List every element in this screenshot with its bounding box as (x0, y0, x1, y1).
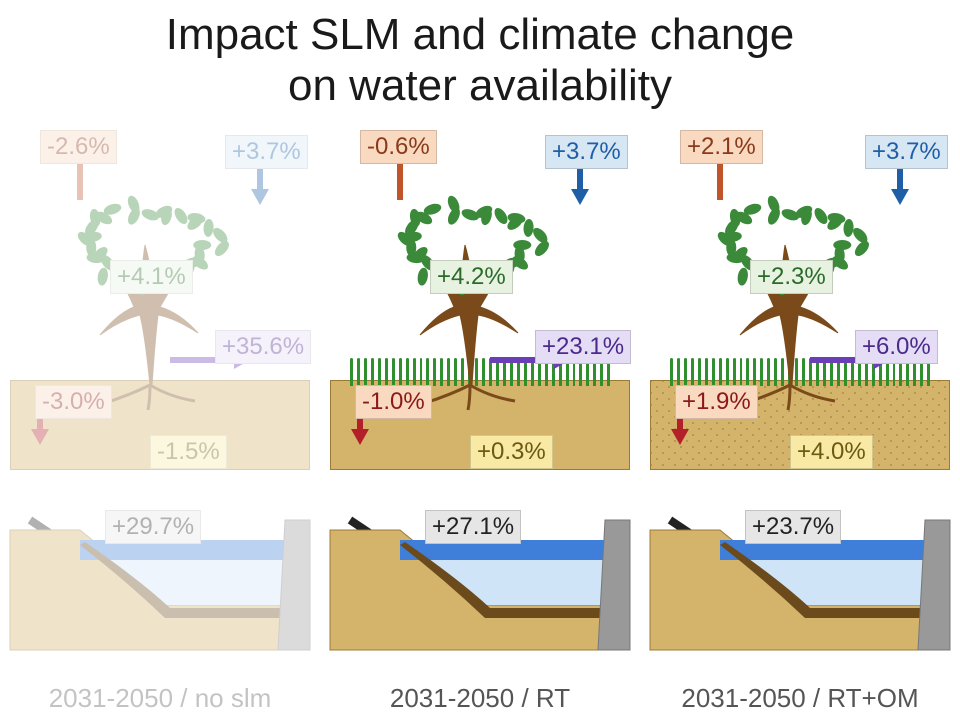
badge-soil-water: +0.3% (470, 435, 553, 469)
badge-precipitation: +3.7% (545, 135, 628, 169)
page-title: Impact SLM and climate change on water a… (0, 0, 960, 111)
panel-row: -2.6% +3.7% +4.1% +35.6% -3.0% -1.5% +29.7% 203… (0, 130, 960, 720)
badge-precipitation: +3.7% (225, 135, 308, 169)
badge-evaporation: -0.6% (360, 130, 437, 164)
badge-evaporation: +2.1% (680, 130, 763, 164)
panel-rt: -0.6% +3.7% +4.2% +23.1% -1.0% +0.3% +27.1% 203… (320, 130, 640, 720)
badge-reservoir-inflow: +23.7% (745, 510, 841, 544)
badge-infiltration: +1.9% (675, 385, 758, 419)
badge-runoff: +6.0% (855, 330, 938, 364)
panel-caption: 2031-2050 / RT (320, 683, 640, 714)
badge-evaporation: -2.6% (40, 130, 117, 164)
badge-reservoir-inflow: +27.1% (425, 510, 521, 544)
badge-infiltration: -1.0% (355, 385, 432, 419)
title-line-2: on water availability (288, 61, 672, 110)
panel-rt-om: +2.1% +3.7% +2.3% +6.0% +1.9% +4.0% +23.7% 2031… (640, 130, 960, 720)
badge-soil-water: -1.5% (150, 435, 227, 469)
badge-tree-growth: +4.1% (110, 260, 193, 294)
panel-no-slm: -2.6% +3.7% +4.1% +35.6% -3.0% -1.5% +29.7% 203… (0, 130, 320, 720)
badge-runoff: +35.6% (215, 330, 311, 364)
badge-precipitation: +3.7% (865, 135, 948, 169)
badge-runoff: +23.1% (535, 330, 631, 364)
badge-tree-growth: +4.2% (430, 260, 513, 294)
title-line-1: Impact SLM and climate change (166, 10, 795, 59)
panel-caption: 2031-2050 / RT+OM (640, 683, 960, 714)
panel-caption: 2031-2050 / no slm (0, 683, 320, 714)
badge-infiltration: -3.0% (35, 385, 112, 419)
badge-soil-water: +4.0% (790, 435, 873, 469)
badge-reservoir-inflow: +29.7% (105, 510, 201, 544)
badge-tree-growth: +2.3% (750, 260, 833, 294)
